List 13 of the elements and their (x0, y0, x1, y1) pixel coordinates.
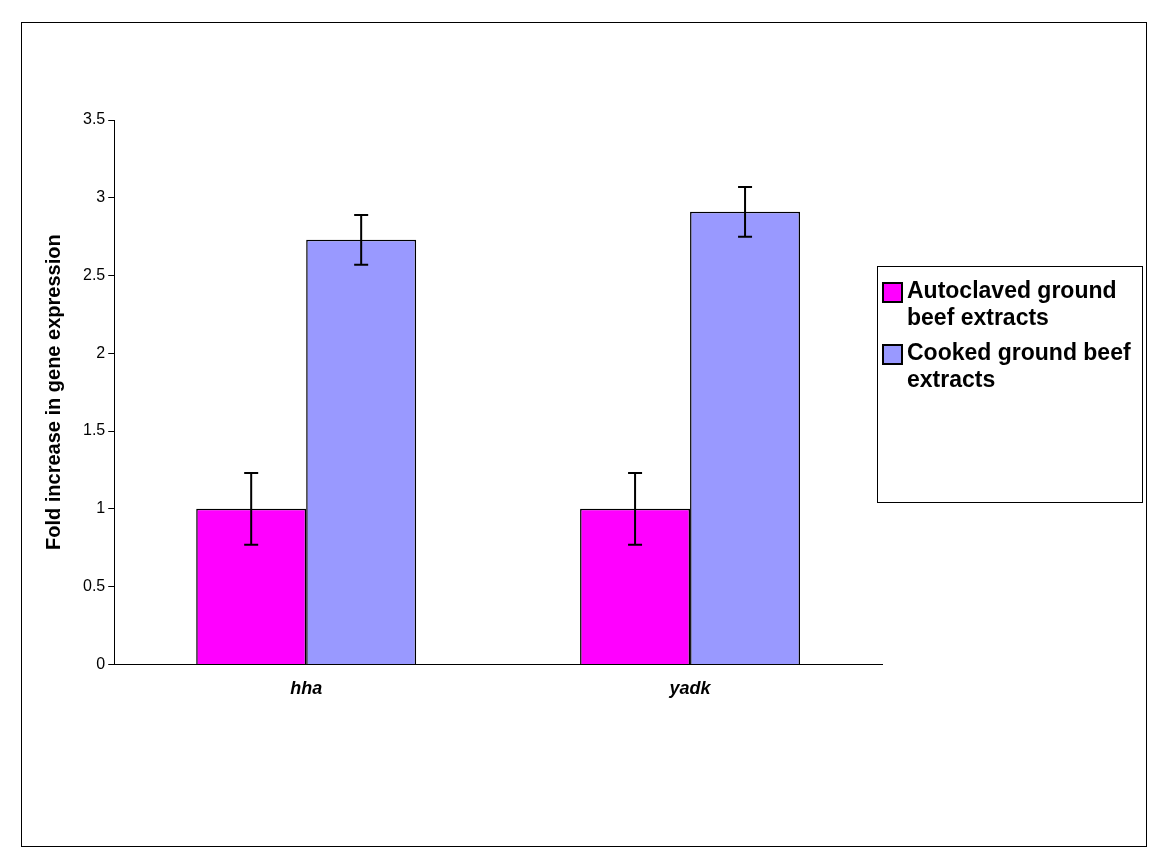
y-tick-label: 0.5 (82, 577, 106, 595)
y-axis-title: Fold increase in gene expression (41, 234, 64, 551)
x-tick-label: hha (290, 678, 323, 699)
y-tick-label: 0 (96, 654, 106, 672)
y-tick-label: 2 (96, 343, 106, 361)
y-tick-label: 2.5 (82, 265, 106, 283)
legend-label: Cooked ground beef extracts (907, 339, 1132, 393)
y-tick-label: 3.5 (82, 110, 106, 128)
y-tick-label: 1.5 (82, 421, 106, 439)
legend-label: Autoclaved ground beef extracts (907, 277, 1118, 331)
x-tick-label: yadk (668, 678, 712, 699)
y-tick-label: 3 (96, 188, 106, 206)
y-tick-label: 1 (96, 499, 106, 517)
